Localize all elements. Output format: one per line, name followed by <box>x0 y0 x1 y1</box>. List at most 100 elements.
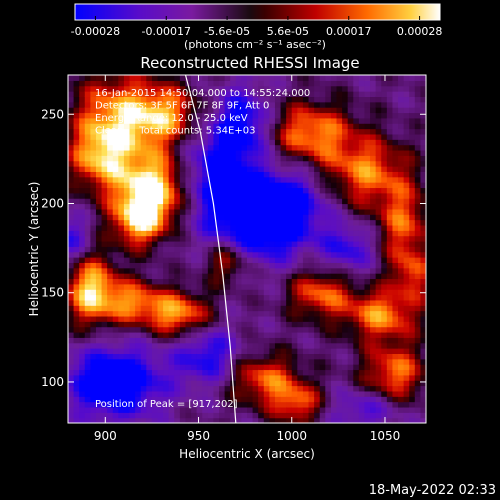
heatmap-cell <box>241 396 248 403</box>
heatmap-cell <box>297 160 304 167</box>
heatmap-cell <box>79 208 86 215</box>
heatmap-cell <box>347 198 354 205</box>
heatmap-cell <box>191 358 198 365</box>
heatmap-cell <box>135 144 142 151</box>
heatmap-cell <box>207 257 215 263</box>
heatmap-cell <box>336 91 343 98</box>
heatmap-cell <box>258 166 265 172</box>
heatmap-cell <box>196 235 203 242</box>
heatmap-cell <box>224 203 231 210</box>
heatmap-cell <box>118 160 125 167</box>
heatmap-cell <box>129 273 136 280</box>
heatmap-cell <box>375 182 382 189</box>
heatmap-cell <box>353 278 360 285</box>
heatmap-cell <box>269 257 276 263</box>
heatmap-cell <box>280 160 287 167</box>
heatmap-cell <box>123 299 131 306</box>
heatmap-cell <box>90 315 97 322</box>
heatmap-cell <box>381 294 388 301</box>
heatmap-cell <box>157 91 164 98</box>
heatmap-cell <box>342 283 349 290</box>
heatmap-cell <box>258 230 265 237</box>
heatmap-cell <box>353 166 360 172</box>
heatmap-cell <box>163 305 170 312</box>
heatmap-cell <box>286 176 293 183</box>
heatmap-cell <box>90 401 97 408</box>
heatmap-cell <box>403 390 410 397</box>
heatmap-cell <box>135 101 142 108</box>
heatmap-cell <box>168 75 175 81</box>
heatmap-cell <box>241 369 248 376</box>
heatmap-cell <box>330 299 338 306</box>
heatmap-cell <box>398 299 405 306</box>
heatmap-cell <box>269 123 276 130</box>
heatmap-cell <box>330 289 338 296</box>
heatmap-cell <box>274 417 282 423</box>
heatmap-cell <box>269 353 276 360</box>
heatmap-cell <box>409 246 416 253</box>
heatmap-cell <box>286 128 293 135</box>
heatmap-cell <box>286 337 293 344</box>
heatmap-cell <box>157 198 164 205</box>
heatmap-cell <box>118 246 125 253</box>
heatmap-cell <box>286 80 293 87</box>
heatmap-cell <box>297 294 304 301</box>
heatmap-cell <box>414 353 421 360</box>
heatmap-cell <box>135 230 142 237</box>
heatmap-cell <box>297 310 304 317</box>
heatmap-cell <box>95 337 103 344</box>
heatmap-cell <box>151 299 159 306</box>
heatmap-cell <box>224 182 231 189</box>
heatmap-cell <box>135 342 142 349</box>
heatmap-cell <box>420 337 426 344</box>
heatmap-cell <box>118 385 125 392</box>
heatmap-cell <box>258 326 265 333</box>
heatmap-cell <box>207 396 215 403</box>
heatmap-cell <box>392 166 399 172</box>
heatmap-cell <box>129 139 136 146</box>
colorbar-tick-label: -0.00017 <box>142 25 191 38</box>
heatmap-cell <box>179 182 187 189</box>
heatmap-cell <box>398 273 405 280</box>
heatmap-cell <box>325 208 332 215</box>
heatmap-cell <box>84 123 91 130</box>
heatmap-cell <box>263 417 270 423</box>
heatmap-cell <box>386 198 394 205</box>
heatmap-cell <box>146 192 153 199</box>
heatmap-cell <box>353 198 360 205</box>
heatmap-cell <box>414 230 421 237</box>
heatmap-cell <box>319 331 326 338</box>
heatmap-cell <box>73 289 80 296</box>
heatmap-cell <box>84 214 91 221</box>
heatmap-cell <box>263 262 270 269</box>
heatmap-cell <box>123 139 131 146</box>
heatmap-cell <box>213 283 220 290</box>
heatmap-cell <box>291 85 298 92</box>
heatmap-cell <box>101 294 108 301</box>
heatmap-cell <box>90 155 97 162</box>
heatmap-cell <box>123 80 131 87</box>
heatmap-cell <box>213 385 220 392</box>
heatmap-cell <box>370 390 377 397</box>
heatmap-cell <box>398 75 405 81</box>
heatmap-cell <box>123 230 131 237</box>
heatmap-cell <box>112 155 119 162</box>
heatmap-cell <box>302 390 310 397</box>
heatmap-cell <box>163 321 170 328</box>
heatmap-cell <box>168 412 175 419</box>
heatmap-cell <box>179 299 187 306</box>
heatmap-cell <box>90 208 97 215</box>
heatmap-cell <box>224 176 231 183</box>
heatmap-cell <box>325 117 332 124</box>
heatmap-cell <box>325 342 332 349</box>
heatmap-cell <box>84 348 91 354</box>
heatmap-cell <box>219 85 226 92</box>
heatmap-cell <box>213 235 220 242</box>
heatmap-cell <box>235 412 242 419</box>
heatmap-cell <box>224 166 231 172</box>
heatmap-cell <box>207 294 215 301</box>
heatmap-cell <box>258 257 265 263</box>
heatmap-cell <box>319 176 326 183</box>
heatmap-cell <box>68 331 75 338</box>
heatmap-cell <box>398 348 405 354</box>
